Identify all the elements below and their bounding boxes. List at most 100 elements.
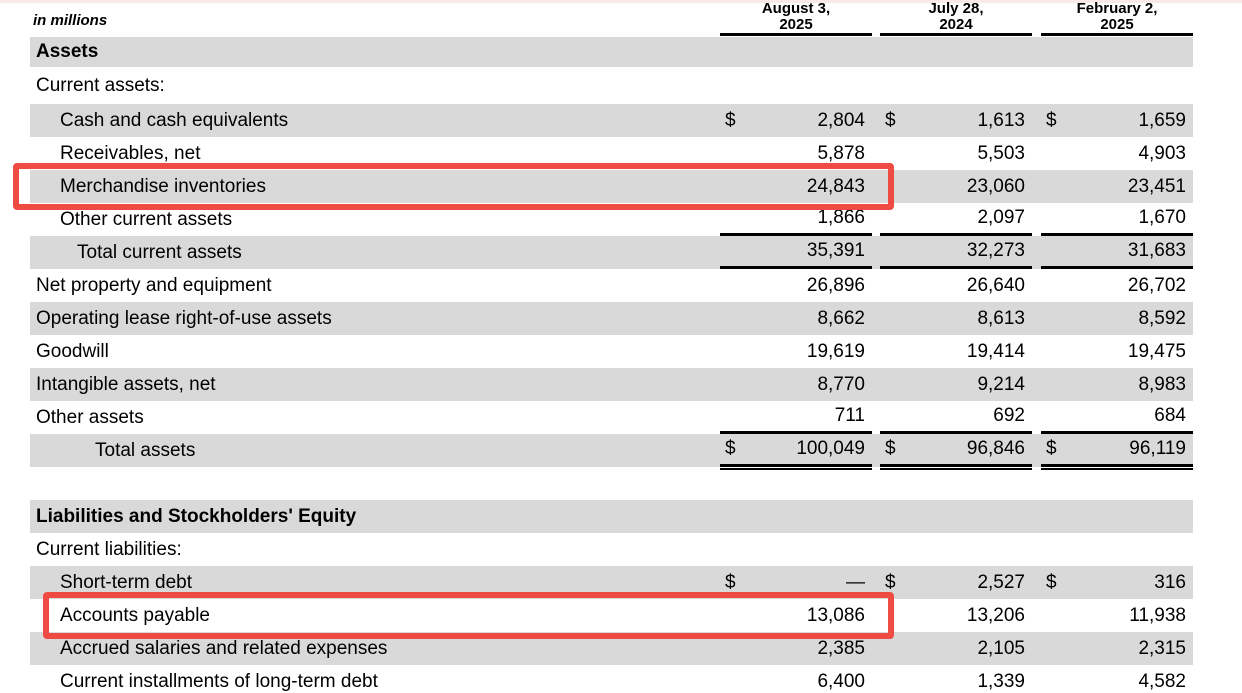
value-cell: $1,659 <box>1041 104 1193 137</box>
value: 8,770 <box>817 373 865 395</box>
value-cell: 13,206 <box>880 599 1032 632</box>
value-cell: 711 <box>720 401 872 434</box>
value: 26,896 <box>806 274 865 296</box>
row-label: Operating lease right-of-use assets <box>36 307 332 329</box>
value: 96,846 <box>966 438 1025 459</box>
value: 2,804 <box>817 109 865 131</box>
value: — <box>846 571 865 593</box>
value: 8,613 <box>977 307 1025 329</box>
value: 5,503 <box>977 142 1025 164</box>
column-gap <box>1032 632 1041 665</box>
value: 23,451 <box>1127 175 1186 197</box>
value-cell: $2,804 <box>720 104 872 137</box>
column-gap <box>872 236 880 269</box>
value-cell: 9,214 <box>880 368 1032 401</box>
value-cell: $100,049 <box>720 434 872 470</box>
dollar-sign: $ <box>725 571 736 593</box>
dollar-sign: $ <box>1046 571 1057 593</box>
table-row: Accrued salaries and related expenses 2,3… <box>30 632 1193 665</box>
table-row: Merchandise inventories 24,843 23,060 23,45… <box>30 170 1193 203</box>
value-cell: 2,097 <box>880 203 1032 236</box>
value: 2,385 <box>817 637 865 659</box>
row-label: Goodwill <box>36 340 109 362</box>
column-header-line2: 2025 <box>1100 15 1134 33</box>
value: 24,843 <box>806 175 865 197</box>
spacer-row <box>30 467 1193 500</box>
column-header-line2: 2025 <box>779 15 813 33</box>
column-gap <box>1032 170 1041 203</box>
value: 2,105 <box>977 637 1025 659</box>
value-cell: 684 <box>1041 401 1193 434</box>
value: 19,414 <box>966 340 1025 362</box>
value-cell: $316 <box>1041 566 1193 599</box>
table-row: Total current assets 35,391 32,273 31,683 <box>30 236 1193 269</box>
value-cell: 19,475 <box>1041 335 1193 368</box>
value: 26,702 <box>1127 274 1186 296</box>
column-gap <box>872 335 880 368</box>
value-cell: 2,105 <box>880 632 1032 665</box>
table-row: Receivables, net 5,878 5,503 4,903 <box>30 137 1193 170</box>
value: 684 <box>1154 405 1186 426</box>
column-gap <box>872 170 880 203</box>
column-gap <box>1032 203 1041 236</box>
value: 8,662 <box>817 307 865 329</box>
row-label: Merchandise inventories <box>60 175 266 197</box>
column-header-july-28-2024: July 28, 2024 <box>880 1 1032 36</box>
value: 4,903 <box>1138 142 1186 164</box>
row-label: Current assets: <box>36 74 165 96</box>
row-label: Intangible assets, net <box>36 373 216 395</box>
table-row: Goodwill 19,619 19,414 19,475 <box>30 335 1193 368</box>
value: 1,866 <box>817 207 865 228</box>
value-cell: 26,896 <box>720 269 872 302</box>
row-label: Current liabilities: <box>36 538 182 560</box>
column-gap <box>1032 434 1041 467</box>
value: 1,339 <box>977 670 1025 692</box>
value: 1,659 <box>1138 109 1186 131</box>
column-gap <box>872 203 880 236</box>
column-header-february-2-2025: February 2, 2025 <box>1041 1 1193 36</box>
units-label: in millions <box>33 12 108 29</box>
value: 2,097 <box>977 207 1025 228</box>
value-cell: 11,938 <box>1041 599 1193 632</box>
value-cell: $96,846 <box>880 434 1032 470</box>
value: 5,878 <box>817 142 865 164</box>
table-row: Other assets 711 692 684 <box>30 401 1193 434</box>
value-cell: 26,640 <box>880 269 1032 302</box>
table-row: Other current assets 1,866 2,097 1,670 <box>30 203 1193 236</box>
row-label: Liabilities and Stockholders' Equity <box>36 505 357 527</box>
value: 19,619 <box>806 340 865 362</box>
value: 711 <box>834 405 865 426</box>
row-label: Accounts payable <box>60 604 210 626</box>
column-gap <box>1032 104 1041 137</box>
row-label: Accrued salaries and related expenses <box>60 637 388 659</box>
column-gap <box>872 434 880 467</box>
value-cell: 2,385 <box>720 632 872 665</box>
row-label: Other assets <box>36 406 144 428</box>
label-row: Current assets: <box>30 67 1193 104</box>
column-gap <box>1032 236 1041 269</box>
column-gap <box>872 104 880 137</box>
column-header-line1: August 3, <box>761 0 831 17</box>
column-gap <box>872 632 880 665</box>
column-gap <box>1032 566 1041 599</box>
value-cell: 6,400 <box>720 665 872 693</box>
value-cell: 23,451 <box>1041 170 1193 203</box>
column-gap <box>872 566 880 599</box>
value: 2,315 <box>1138 637 1186 659</box>
value-cell: 4,903 <box>1041 137 1193 170</box>
value: 32,273 <box>966 240 1025 261</box>
value: 1,670 <box>1138 207 1186 228</box>
column-header-line1: February 2, <box>1076 0 1158 17</box>
column-gap <box>1032 269 1041 302</box>
column-header-august-3-2025: August 3, 2025 <box>720 1 872 36</box>
column-gap <box>872 599 880 632</box>
column-header-line2: 2024 <box>939 15 973 33</box>
row-label: Receivables, net <box>60 142 201 164</box>
value: 23,060 <box>966 175 1025 197</box>
table-row: Accounts payable 13,086 13,206 11,938 <box>30 599 1193 632</box>
dollar-sign: $ <box>725 109 736 131</box>
section-header-row: Liabilities and Stockholders' Equity <box>30 500 1193 533</box>
value: 19,475 <box>1127 340 1186 362</box>
balance-sheet-rows: Assets Current assets: Cash and cash equiv… <box>30 37 1193 693</box>
